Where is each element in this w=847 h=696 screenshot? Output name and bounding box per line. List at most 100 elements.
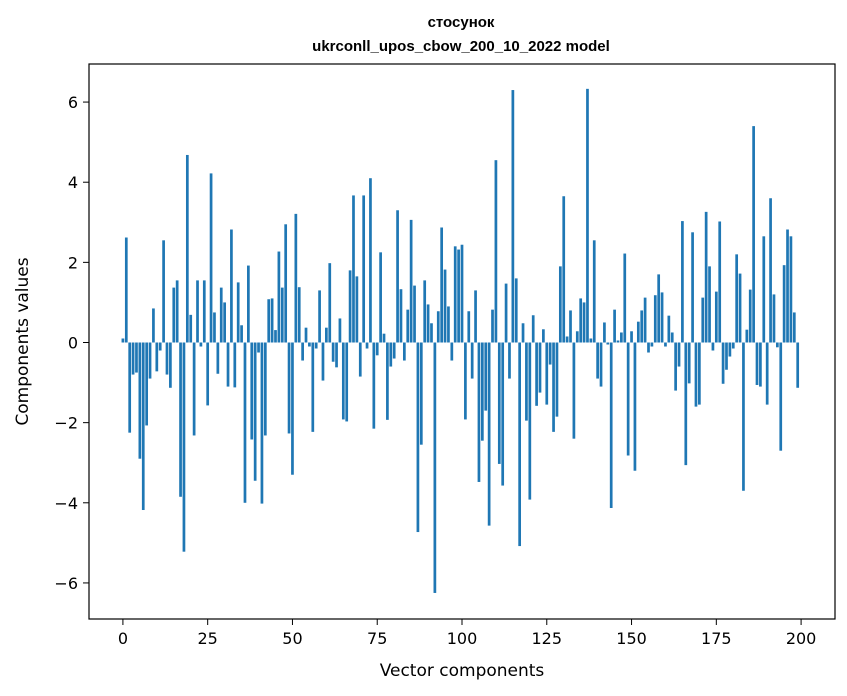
bar-157: [653, 295, 657, 343]
bar-70: [358, 342, 362, 377]
bar-112: [501, 342, 505, 486]
bar-18: [182, 342, 186, 552]
bar-23: [199, 342, 203, 347]
bar-19: [185, 154, 189, 343]
bar-30: [223, 302, 226, 343]
bar-173: [708, 266, 711, 343]
bar-76: [379, 252, 382, 343]
bar-90: [426, 304, 430, 343]
bar-166: [684, 342, 688, 466]
bar-20: [189, 314, 193, 343]
bar-52: [297, 287, 301, 343]
bar-61: [328, 263, 332, 343]
bar-140: [596, 342, 599, 379]
bar-123: [538, 342, 542, 393]
x-tick-label: 200: [786, 629, 817, 648]
bar-126: [548, 342, 552, 365]
bar-135: [579, 298, 583, 343]
bar-122: [535, 342, 538, 406]
bar-72: [365, 342, 369, 349]
bar-152: [636, 321, 640, 343]
bar-114: [508, 342, 511, 379]
bar-58: [318, 290, 321, 343]
bar-74: [372, 342, 376, 429]
y-axis-label: Components values: [13, 257, 33, 425]
bar-120: [528, 342, 532, 500]
bar-197: [789, 236, 793, 343]
bar-36: [243, 342, 247, 503]
bar-48: [284, 224, 288, 343]
bar-185: [748, 289, 752, 343]
bar-150: [630, 331, 633, 343]
bar-28: [216, 342, 220, 374]
x-axis-label: Vector components: [380, 661, 545, 681]
bar-121: [531, 315, 535, 343]
chart-title-line-1: стосунок: [428, 14, 495, 31]
bar-155: [647, 342, 650, 353]
bar-117: [518, 342, 522, 547]
x-tick-label: 150: [616, 629, 647, 648]
bar-119: [525, 342, 528, 421]
y-tick-label: −2: [54, 414, 78, 433]
bar-93: [436, 311, 440, 343]
bar-188: [759, 342, 762, 387]
bar-42: [263, 342, 267, 436]
bar-47: [280, 287, 284, 343]
bar-16: [175, 280, 179, 343]
bar-10: [155, 342, 159, 372]
bar-1: [124, 237, 128, 343]
bar-124: [542, 329, 545, 343]
bar-27: [213, 312, 216, 343]
bar-17: [179, 342, 182, 497]
bar-109: [491, 309, 494, 343]
x-tick-label: 75: [367, 629, 387, 648]
y-tick-label: 6: [68, 93, 78, 112]
x-tick-label: 0: [118, 629, 128, 648]
bar-105: [477, 342, 481, 482]
bar-190: [765, 342, 769, 405]
bar-3: [131, 342, 135, 375]
bar-180: [731, 342, 735, 349]
x-tick-label: 125: [531, 629, 562, 648]
bar-43: [267, 299, 271, 343]
bar-154: [643, 297, 647, 343]
bar-71: [362, 195, 366, 343]
bar-46: [277, 251, 281, 343]
bar-191: [769, 198, 772, 343]
bar-65: [341, 342, 345, 420]
bar-53: [301, 342, 304, 361]
bar-84: [406, 309, 410, 343]
bar-178: [725, 342, 728, 370]
bar-106: [480, 342, 484, 441]
bar-44: [270, 298, 274, 343]
bar-57: [314, 342, 318, 349]
bar-153: [640, 310, 644, 343]
bar-113: [504, 283, 508, 343]
bar-94: [440, 227, 444, 343]
bar-170: [698, 342, 701, 405]
bar-0: [121, 338, 125, 343]
bar-176: [718, 221, 722, 343]
bar-62: [331, 342, 335, 362]
bar-37: [247, 265, 250, 343]
bar-172: [704, 211, 708, 343]
bar-148: [623, 253, 627, 343]
bar-192: [772, 294, 776, 343]
bar-73: [369, 178, 372, 343]
bar-133: [572, 342, 576, 439]
bar-83: [402, 342, 406, 361]
bar-128: [555, 342, 559, 417]
bar-35: [240, 325, 243, 343]
bar-116: [514, 278, 518, 343]
bar-13: [165, 342, 169, 375]
bar-186: [752, 126, 755, 343]
bar-145: [613, 309, 616, 343]
y-axis-ticks: −6 −4 −2 0 2 4 6: [54, 93, 89, 593]
bar-56: [311, 342, 315, 432]
bar-164: [677, 342, 681, 367]
bar-163: [674, 342, 677, 391]
bar-67: [348, 270, 352, 343]
bar-8: [148, 342, 152, 379]
bar-159: [660, 292, 664, 343]
bar-89: [423, 280, 427, 343]
